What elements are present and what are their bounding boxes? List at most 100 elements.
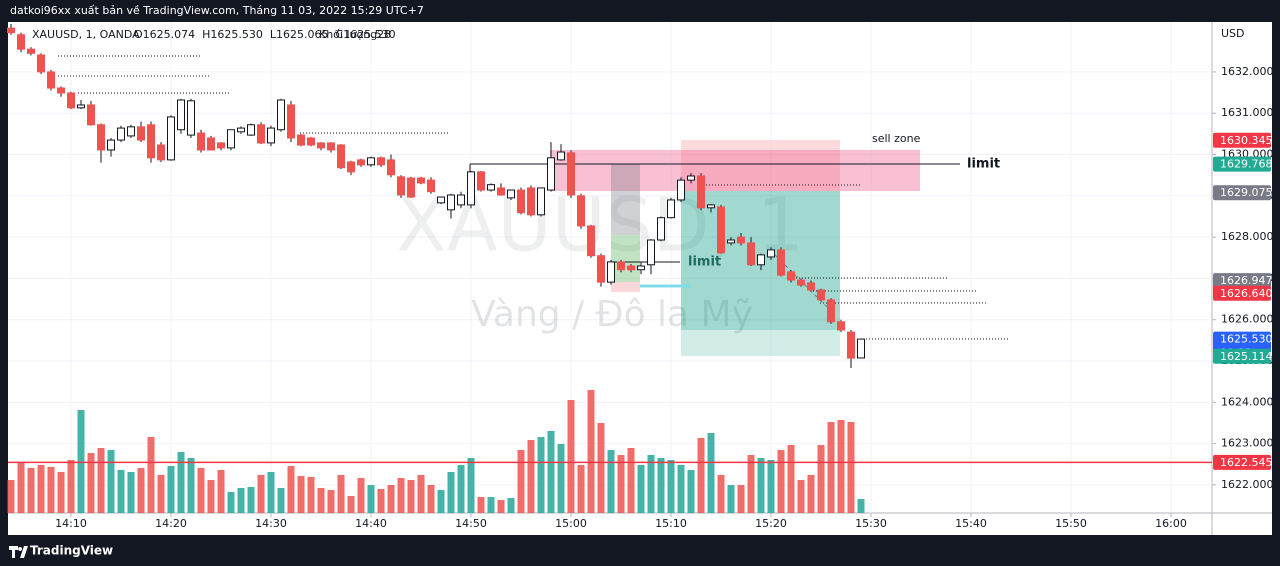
- candle-body: [847, 331, 855, 359]
- candle-body: [407, 177, 415, 198]
- volume-bar: [97, 448, 105, 513]
- candle-body: [377, 157, 385, 166]
- volume-bar: [627, 448, 635, 513]
- profit-zone: [611, 235, 640, 282]
- volume-bar: [357, 478, 365, 513]
- candle-body: [687, 175, 695, 181]
- volume-bar: [557, 444, 565, 513]
- candle-body: [427, 179, 435, 193]
- volume-bar: [657, 458, 665, 513]
- candle-body: [167, 116, 175, 161]
- volume-bar: [317, 488, 325, 513]
- candle-body: [437, 196, 445, 204]
- volume-bar: [817, 445, 825, 513]
- volume-bar: [57, 472, 65, 513]
- volume-bar: [37, 465, 45, 513]
- volume-bar: [367, 485, 375, 513]
- candle-body: [657, 217, 665, 241]
- y-tick-label: 1622.000: [1221, 478, 1274, 491]
- candle-body: [177, 99, 185, 131]
- candle-body: [127, 126, 135, 137]
- loss-zone: [611, 282, 640, 292]
- volume-bar: [177, 452, 185, 513]
- candle-body: [217, 142, 225, 149]
- candle-body: [7, 27, 15, 34]
- candles: [7, 24, 865, 369]
- candle-body: [697, 175, 705, 209]
- candle-body: [527, 187, 535, 216]
- candle-body: [717, 206, 725, 254]
- sell-zone-label: sell zone: [872, 132, 921, 145]
- volume-bar: [527, 440, 535, 513]
- volume-bar: [27, 468, 35, 513]
- candle-body: [517, 189, 525, 214]
- x-tick-label: 14:30: [255, 517, 287, 530]
- volume-bar: [77, 410, 85, 513]
- volume-bar: [207, 480, 215, 513]
- candle-body: [97, 124, 105, 151]
- candle-body: [817, 289, 825, 301]
- x-tick-label: 14:40: [355, 517, 387, 530]
- candle-body: [577, 195, 585, 227]
- candle-body: [727, 239, 735, 244]
- x-tick-label: 14:20: [155, 517, 187, 530]
- candle-body: [77, 104, 85, 109]
- volume-bar: [407, 480, 415, 513]
- candle-body: [627, 265, 635, 271]
- volume-bar: [667, 460, 675, 513]
- volume-bar: [847, 422, 855, 513]
- candle-body: [837, 321, 845, 331]
- volume-bar: [237, 488, 245, 513]
- volume-bar: [707, 433, 715, 513]
- volume-bar: [637, 465, 645, 513]
- volume-bar: [727, 485, 735, 513]
- candle-body: [247, 124, 255, 136]
- target-zone-extension: [681, 330, 840, 356]
- candle-body: [617, 261, 625, 271]
- volume-bar: [607, 450, 615, 513]
- candle-body: [477, 171, 485, 191]
- limit-label: limit: [688, 255, 721, 270]
- candle-body: [297, 134, 305, 146]
- volume-bar: [7, 480, 15, 513]
- branding: TradingView: [30, 544, 113, 558]
- candle-body: [737, 236, 745, 244]
- candle-body: [417, 177, 425, 184]
- legend-volume: Khối lượng28: [319, 28, 391, 41]
- candle-body: [647, 239, 655, 266]
- candle-body: [587, 225, 595, 257]
- candle-body: [507, 189, 515, 199]
- volume-bar: [147, 437, 155, 513]
- candle-body: [857, 338, 865, 359]
- volume-bar: [477, 497, 485, 513]
- candle-body: [767, 249, 775, 258]
- volume-bar: [307, 477, 315, 513]
- candle-body: [637, 265, 645, 271]
- candle-body: [467, 171, 475, 206]
- limit-label: limit: [967, 157, 1000, 172]
- x-tick-label: 15:20: [755, 517, 787, 530]
- volume-bar: [677, 465, 685, 513]
- price-marker: [1213, 273, 1271, 289]
- volume-bar: [117, 470, 125, 513]
- volume-bar: [547, 431, 555, 513]
- candle-body: [367, 157, 375, 166]
- candle-body: [547, 157, 555, 191]
- volume-bar: [287, 466, 295, 513]
- price-marker: [1213, 285, 1271, 301]
- volume-bar: [497, 500, 505, 513]
- volume-bar: [417, 475, 425, 513]
- candle-body: [597, 255, 605, 283]
- candle-body: [307, 137, 315, 146]
- x-tick-label: 14:10: [55, 517, 87, 530]
- volume-bar: [717, 475, 725, 513]
- volume-bar: [767, 460, 775, 513]
- logo: [9, 546, 28, 558]
- candle-body: [227, 129, 235, 149]
- candle-body: [567, 152, 575, 196]
- volume-bar: [697, 438, 705, 513]
- candle-body: [327, 142, 335, 151]
- candle-body: [757, 254, 765, 266]
- price-marker: [1213, 132, 1271, 148]
- candle-body: [677, 179, 685, 201]
